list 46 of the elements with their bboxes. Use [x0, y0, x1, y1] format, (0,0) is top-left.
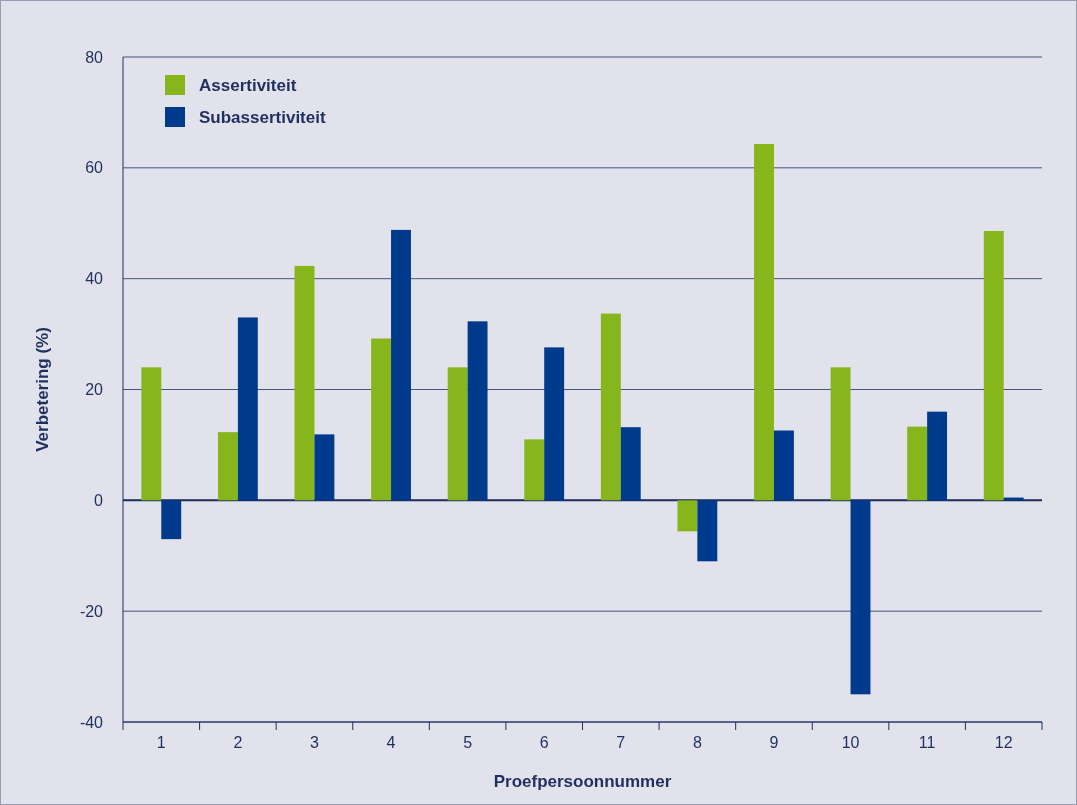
bar — [524, 439, 545, 501]
y-tick-label: 40 — [85, 270, 104, 288]
y-tick-label: -40 — [79, 713, 104, 731]
bar — [907, 426, 928, 501]
x-tick-label: 7 — [616, 734, 626, 751]
bar — [314, 434, 335, 501]
y-tick-label: 0 — [94, 491, 104, 509]
x-axis-title: Proefpersoonnummer — [493, 772, 672, 791]
x-tick-label: 1 — [156, 734, 166, 751]
y-tick-label: 20 — [85, 381, 104, 399]
bar — [237, 317, 258, 501]
bar — [141, 367, 162, 501]
legend-label: Assertiviteit — [199, 75, 297, 95]
bar — [447, 367, 468, 501]
x-tick-label: 12 — [994, 734, 1013, 751]
bar — [677, 500, 698, 532]
y-tick-label: 60 — [85, 159, 104, 177]
x-tick-label: 10 — [841, 734, 860, 751]
bar — [391, 229, 411, 501]
x-tick-label: 5 — [463, 734, 473, 751]
x-tick-label: 11 — [918, 734, 936, 751]
bar — [371, 338, 392, 501]
x-tick-label: 4 — [386, 734, 396, 751]
x-tick-label: 8 — [692, 734, 702, 751]
legend-label: Subassertiviteit — [199, 107, 326, 127]
x-tick-label: 2 — [233, 734, 243, 751]
bar — [294, 265, 315, 501]
bar — [620, 427, 641, 501]
bar — [217, 432, 238, 501]
bar — [697, 500, 718, 562]
bar — [600, 313, 621, 501]
x-tick-label: 9 — [769, 734, 779, 751]
x-tick-label: 6 — [539, 734, 549, 751]
y-axis-title: Verbetering (%) — [33, 327, 52, 452]
bar — [467, 321, 488, 501]
bar — [850, 500, 871, 695]
y-tick-label: -20 — [79, 602, 104, 620]
bar — [754, 144, 774, 501]
bar — [983, 231, 1004, 501]
bar — [830, 367, 851, 501]
bar — [161, 500, 182, 540]
y-tick-label: 80 — [85, 48, 104, 66]
bar — [773, 430, 794, 501]
x-tick-label: 3 — [310, 734, 320, 751]
bar — [544, 347, 565, 501]
bar — [927, 411, 948, 501]
